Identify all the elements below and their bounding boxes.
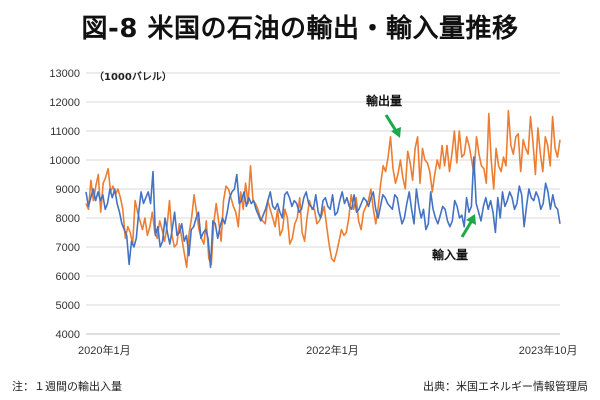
unit-label: （1000バレル） <box>94 70 172 83</box>
series-line-imports <box>85 156 561 269</box>
annotation-exports-label: 輸出量 <box>366 93 402 108</box>
y-axis-ticks: 4000 5000 6000 7000 8000 9000 10000 11000 12000 1… <box>49 68 80 341</box>
chart-title: 図-8 米国の石油の輸出・輸入量推移 <box>81 14 519 44</box>
x-tick-label: 2020年1月 <box>78 343 131 357</box>
x-axis-ticks: 2020年1月 2022年1月 2023年10月 <box>78 343 578 357</box>
source-credit: 出典：米国エネルギー情報管理局 <box>423 380 588 393</box>
y-tick-label: 13000 <box>49 68 80 80</box>
series-line-exports <box>85 109 561 269</box>
annotation-exports-arrow <box>384 114 401 138</box>
x-tick-label: 2023年10月 <box>519 343 578 357</box>
y-tick-label: 7000 <box>56 242 80 254</box>
annotation-imports-label: 輸入量 <box>432 247 468 262</box>
footnote: 注：１週間の輸出入量 <box>12 380 122 393</box>
y-tick-label: 11000 <box>50 126 80 138</box>
y-tick-label: 9000 <box>56 184 80 196</box>
y-tick-label: 5000 <box>56 300 80 312</box>
y-tick-label: 12000 <box>49 97 80 109</box>
y-tick-label: 8000 <box>56 213 80 225</box>
x-tick-label: 2022年1月 <box>306 343 359 357</box>
series-lines <box>85 109 561 269</box>
annotation-imports-arrow <box>460 214 476 238</box>
y-tick-label: 6000 <box>56 271 80 283</box>
grid-lines <box>86 72 560 335</box>
y-tick-label: 10000 <box>49 155 80 167</box>
y-tick-label: 4000 <box>56 329 80 341</box>
